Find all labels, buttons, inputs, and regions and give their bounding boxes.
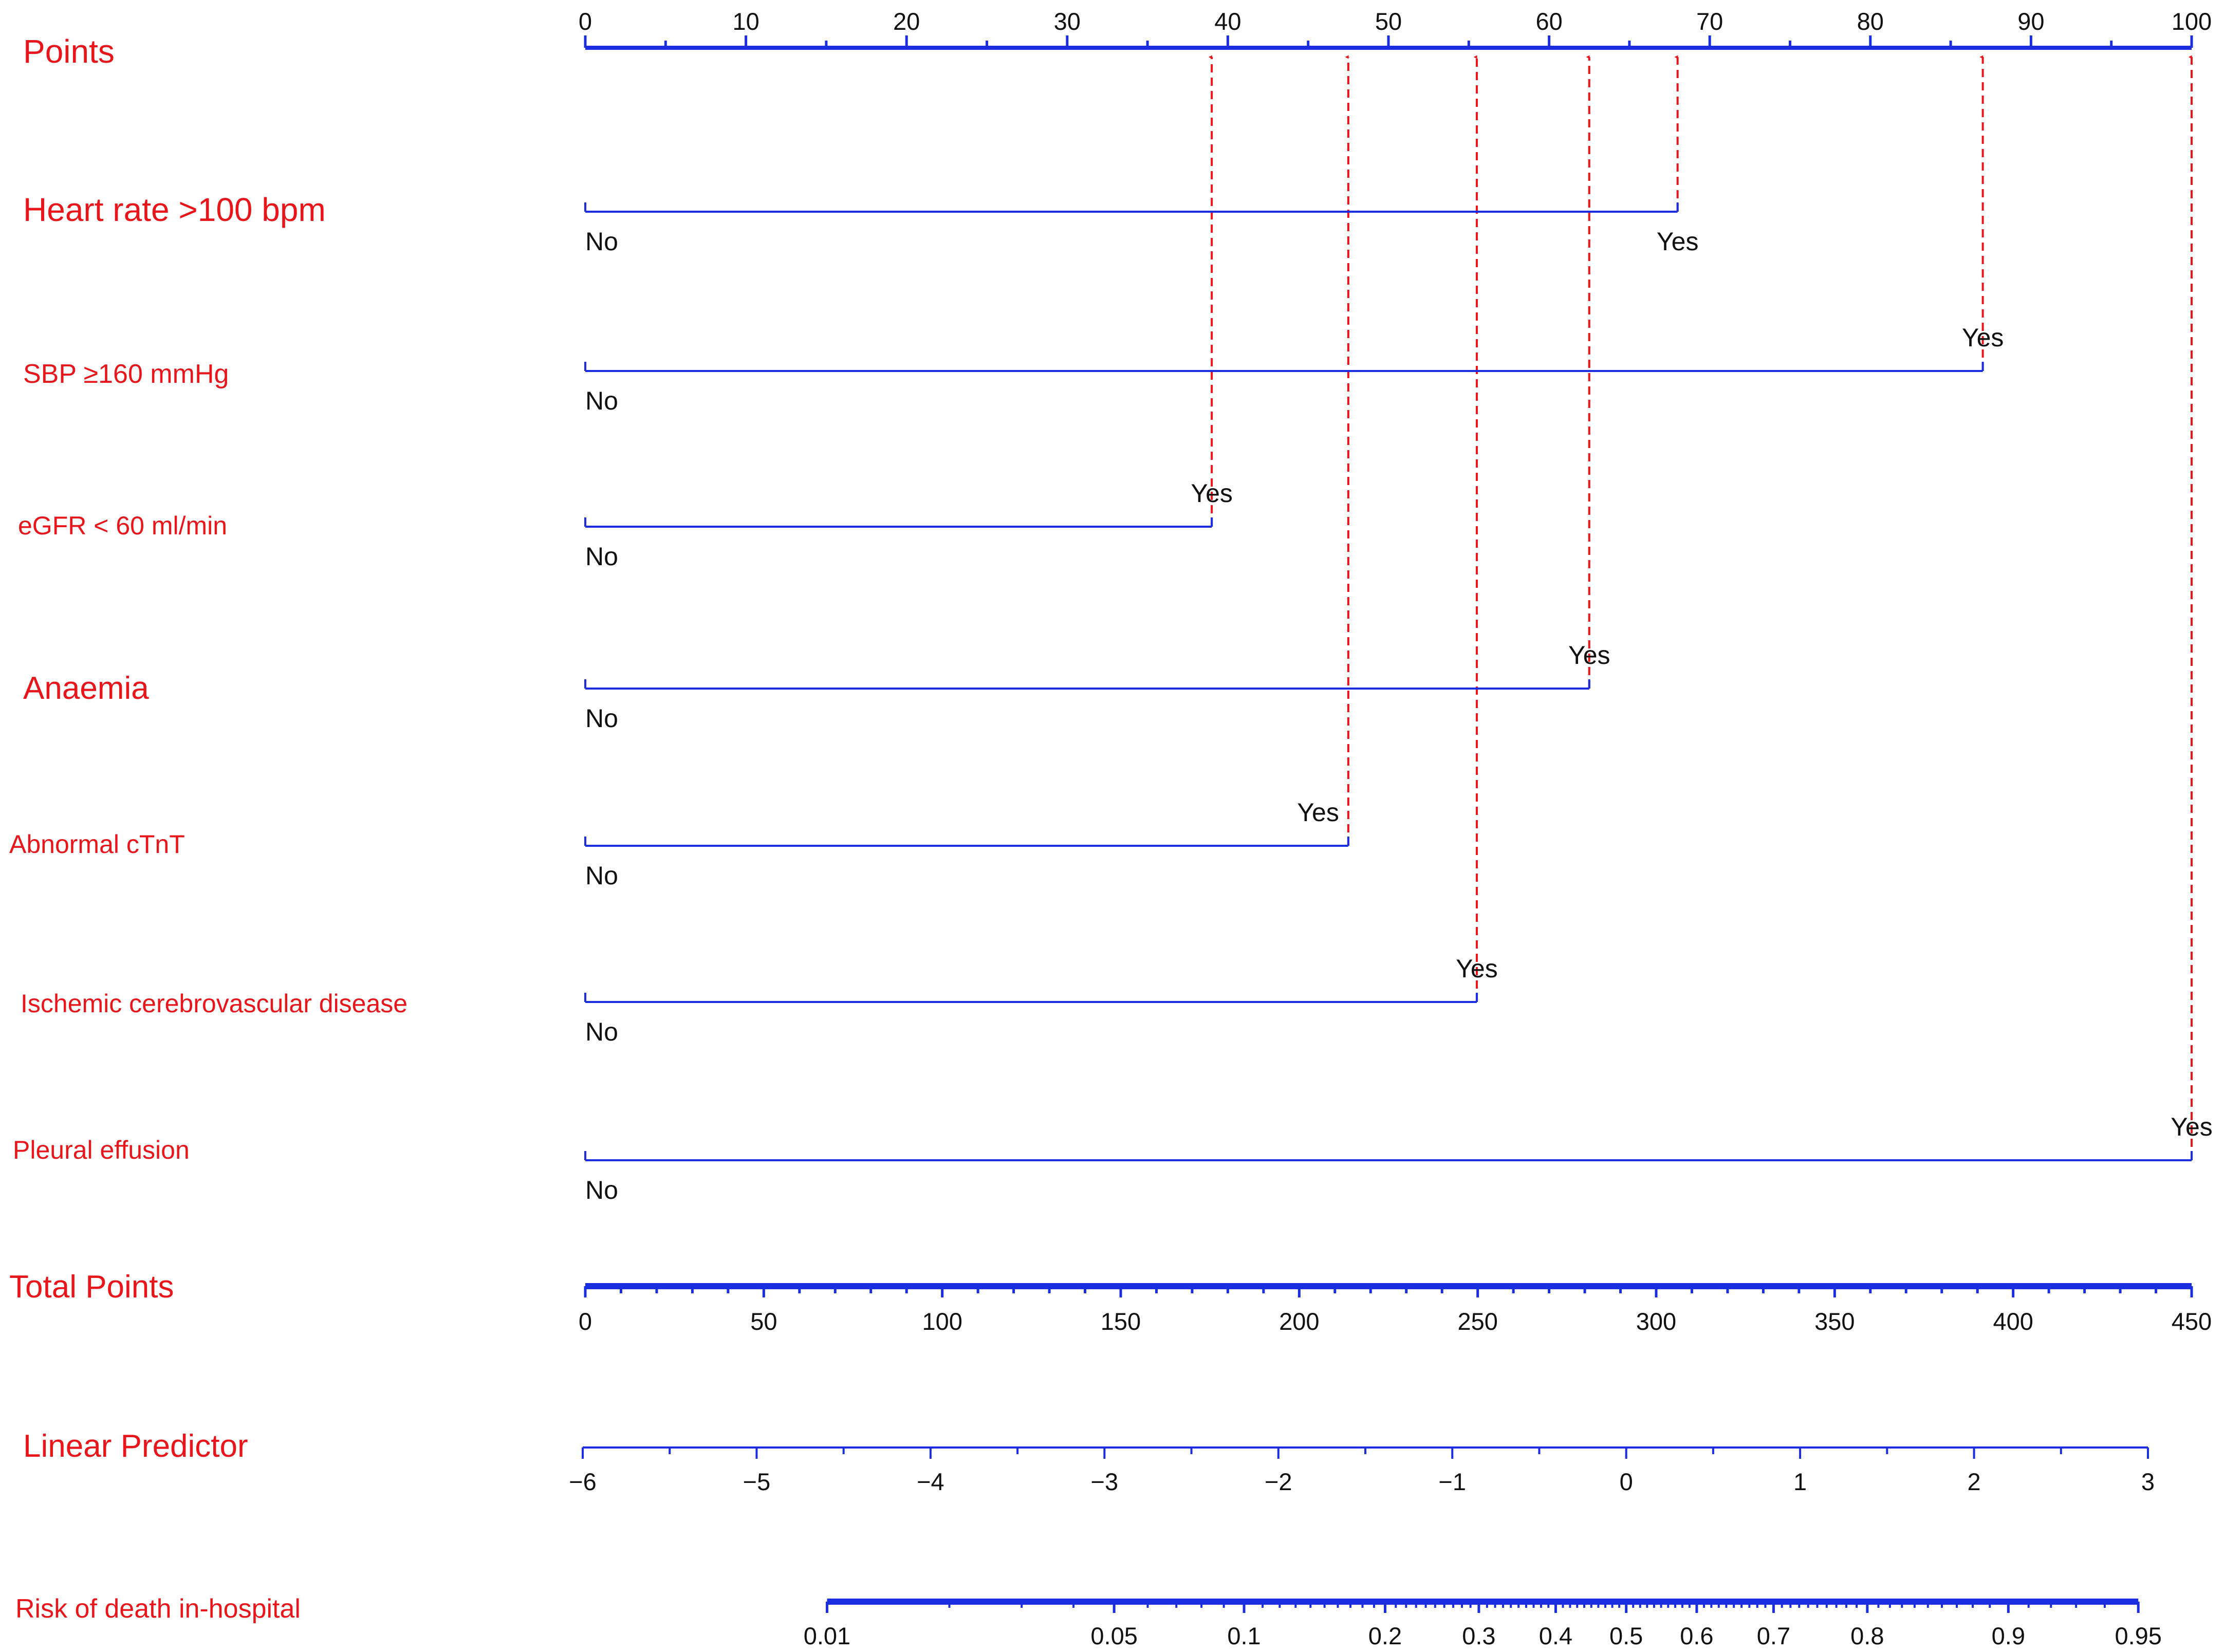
predictor-yes-label: Yes	[2171, 1112, 2213, 1141]
risk-axis-ticks: 0.01 0.05 0.1 0.2 0.3 0.4 0.5 0.6 0.7 0.8 0.9 0.95	[804, 1599, 2162, 1649]
risk-tick-label: 0.7	[1757, 1622, 1790, 1649]
total-points-tick-label: 300	[1636, 1308, 1676, 1335]
total-points-tick-label: 200	[1279, 1308, 1319, 1335]
predictor-row: Anaemia No Yes	[23, 641, 1610, 733]
linear-predictor-tick-label: 1	[1793, 1468, 1807, 1495]
risk-tick-label: 0.4	[1539, 1622, 1572, 1649]
total-points-tick-label: 400	[1993, 1308, 2033, 1335]
linear-predictor-tick-label: 3	[2141, 1468, 2155, 1495]
linear-predictor-tick-label: −5	[743, 1468, 771, 1495]
predictor-yes-label: Yes	[1297, 798, 1339, 827]
predictor-yes-label: Yes	[1568, 641, 1610, 670]
linear-predictor-tick-label: 2	[1967, 1468, 1980, 1495]
total-points-tick-label: 250	[1457, 1308, 1497, 1335]
risk-axis: Risk of death in-hospital 0.01 0.05 0.1 0.2…	[15, 1594, 2162, 1649]
predictor-yes-label: Yes	[1962, 323, 2004, 352]
total-points-axis: Total Points 0 50 100 150 200 250 300 350 400 450	[9, 1269, 2212, 1335]
risk-tick-label: 0.6	[1680, 1622, 1713, 1649]
risk-tick-label: 0.01	[804, 1622, 850, 1649]
total-points-tick-label: 450	[2172, 1308, 2212, 1335]
total-points-tick-label: 50	[750, 1308, 777, 1335]
predictor-no-label: No	[585, 542, 618, 571]
risk-tick-label: 0.8	[1850, 1622, 1884, 1649]
predictor-label: eGFR < 60 ml/min	[18, 511, 227, 540]
predictor-row: Heart rate >100 bpm No Yes	[23, 191, 1698, 256]
risk-tick-label: 0.1	[1227, 1622, 1261, 1649]
linear-predictor-tick-label: −6	[569, 1468, 597, 1495]
risk-tick-label: 0.9	[1992, 1622, 2025, 1649]
predictor-yes-label: Yes	[1657, 227, 1699, 256]
predictor-label: SBP ≥160 mmHg	[23, 359, 229, 389]
guide-arrows	[1208, 55, 2193, 1160]
predictor-label: Heart rate >100 bpm	[23, 191, 326, 228]
points-axis-tick-label: 80	[1857, 8, 1884, 35]
linear-predictor-axis-label: Linear Predictor	[23, 1428, 248, 1464]
risk-tick-label: 0.5	[1609, 1622, 1643, 1649]
risk-tick-label: 0.3	[1462, 1622, 1495, 1649]
points-axis-tick-label: 100	[2172, 8, 2212, 35]
predictor-no-label: No	[585, 386, 618, 415]
predictor-yes-label: Yes	[1191, 479, 1233, 508]
total-points-tick-label: 150	[1101, 1308, 1141, 1335]
linear-predictor-axis: Linear Predictor −6 −5 −4 −3 −2 −1 0 1 2 3	[23, 1428, 2155, 1495]
points-axis-tick-label: 30	[1054, 8, 1081, 35]
points-axis-tick-label: 70	[1696, 8, 1723, 35]
points-axis-label: Points	[23, 33, 115, 70]
total-points-axis-label: Total Points	[9, 1269, 174, 1305]
risk-axis-label: Risk of death in-hospital	[15, 1594, 301, 1624]
points-axis-tick-label: 0	[579, 8, 592, 35]
linear-predictor-axis-ticks: −6 −5 −4 −3 −2 −1 0 1 2 3	[569, 1446, 2155, 1495]
points-axis-tick-label: 20	[893, 8, 920, 35]
predictor-label: Pleural effusion	[13, 1136, 190, 1164]
linear-predictor-tick-label: −2	[1265, 1468, 1292, 1495]
points-axis-tick-label: 60	[1535, 8, 1562, 35]
risk-tick-label: 0.05	[1090, 1622, 1137, 1649]
predictor-label: Abnormal cTnT	[9, 830, 185, 859]
points-axis-tick-label: 90	[2017, 8, 2044, 35]
total-points-axis-ticks: 0 50 100 150 200 250 300 350 400 450	[579, 1283, 2212, 1335]
predictor-row: SBP ≥160 mmHg No Yes	[23, 323, 2004, 415]
predictor-yes-label: Yes	[1456, 954, 1498, 983]
predictor-row: Pleural effusion No Yes	[13, 1112, 2213, 1204]
linear-predictor-tick-label: −4	[917, 1468, 944, 1495]
linear-predictor-tick-label: −3	[1091, 1468, 1119, 1495]
predictor-no-label: No	[585, 1017, 618, 1046]
risk-tick-label: 0.95	[2115, 1622, 2161, 1649]
points-axis-ticks: 0 10 20 30 40 50 60 70 80 90 100	[579, 8, 2212, 50]
total-points-tick-label: 100	[922, 1308, 962, 1335]
predictor-no-label: No	[585, 1176, 618, 1204]
points-axis-tick-label: 10	[732, 8, 759, 35]
predictor-label: Anaemia	[23, 671, 149, 706]
predictor-no-label: No	[585, 704, 618, 733]
points-axis-tick-label: 40	[1214, 8, 1241, 35]
predictor-no-label: No	[585, 861, 618, 890]
linear-predictor-tick-label: 0	[1620, 1468, 1633, 1495]
linear-predictor-tick-label: −1	[1438, 1468, 1466, 1495]
risk-tick-label: 0.2	[1368, 1622, 1402, 1649]
predictor-rows: Heart rate >100 bpm No Yes SBP ≥160 mmHg No Y…	[9, 191, 2213, 1204]
predictor-label: Ischemic cerebrovascular disease	[21, 989, 407, 1018]
points-axis: Points 0 10 20 30 40 50 60 70 80 90 100	[23, 8, 2212, 70]
total-points-tick-label: 0	[579, 1308, 592, 1335]
total-points-tick-label: 350	[1814, 1308, 1855, 1335]
predictor-no-label: No	[585, 227, 618, 256]
predictor-row: eGFR < 60 ml/min No Yes	[18, 479, 1233, 571]
predictor-row: Ischemic cerebrovascular disease No Yes	[21, 954, 1498, 1046]
predictor-row: Abnormal cTnT No Yes	[9, 798, 1349, 890]
points-axis-tick-label: 50	[1375, 8, 1402, 35]
